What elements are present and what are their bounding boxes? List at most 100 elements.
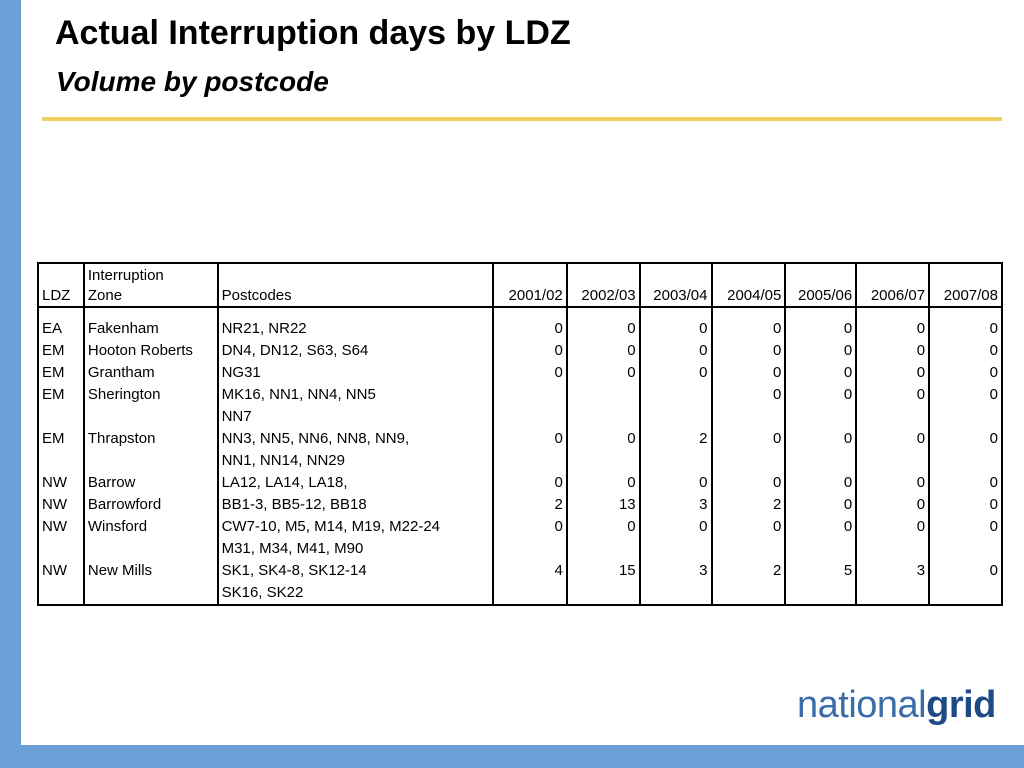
cell-value: 0 <box>565 362 641 384</box>
cell-value <box>710 406 787 428</box>
table-row: EM Grantham NG31 0 0 0 0 0 0 0 <box>37 362 1003 384</box>
cell-ldz: EA <box>37 318 85 340</box>
cell-value <box>855 582 931 605</box>
cell-postcodes: NN7 <box>216 406 494 428</box>
cell-value: 0 <box>855 472 931 494</box>
title-divider <box>42 117 1002 121</box>
cell-value: 2 <box>710 494 787 516</box>
cell-zone: Barrow <box>82 472 219 494</box>
cell-ldz: NW <box>37 472 85 494</box>
cell-value: 0 <box>784 340 858 362</box>
cell-value: 0 <box>855 494 931 516</box>
cell-value <box>855 450 931 472</box>
national-grid-logo: nationalgrid <box>797 684 996 726</box>
cell-postcodes: NR21, NR22 <box>216 318 494 340</box>
cell-value <box>784 538 858 560</box>
cell-value: 0 <box>710 472 787 494</box>
cell-value: 2 <box>710 560 787 582</box>
cell-postcodes: CW7-10, M5, M14, M19, M22-24 <box>216 516 494 538</box>
table-row: M31, M34, M41, M90 <box>37 538 1003 560</box>
cell-value <box>491 538 568 560</box>
cell-zone: Grantham <box>82 362 219 384</box>
cell-zone: Sherington <box>82 384 219 406</box>
cell-value: 0 <box>710 516 787 538</box>
cell-ldz: EM <box>37 384 85 406</box>
cell-postcodes: SK1, SK4-8, SK12-14 <box>216 560 494 582</box>
cell-value: 0 <box>491 472 568 494</box>
cell-value <box>491 384 568 406</box>
table-row: NW New Mills SK1, SK4-8, SK12-14 4 15 3 2 5 3 0 <box>37 560 1003 582</box>
cell-value <box>928 406 1003 428</box>
cell-value: 3 <box>638 494 713 516</box>
table-row: EA Fakenham NR21, NR22 0 0 0 0 0 0 0 <box>37 318 1003 340</box>
cell-value <box>491 582 568 605</box>
cell-value: 0 <box>565 472 641 494</box>
cell-value: 0 <box>491 362 568 384</box>
cell-value: 0 <box>784 428 858 450</box>
cell-value: 0 <box>491 318 568 340</box>
interruption-table: LDZ Interruption Zone Postcodes 2001/02 2… <box>37 262 1003 606</box>
table-row: NN7 <box>37 406 1003 428</box>
cell-value: 0 <box>491 340 568 362</box>
cell-value <box>710 582 787 605</box>
cell-value: 0 <box>855 384 931 406</box>
cell-value <box>565 450 641 472</box>
cell-value: 0 <box>710 318 787 340</box>
cell-value: 0 <box>710 362 787 384</box>
header-interruption-zone: Interruption Zone <box>82 263 219 308</box>
cell-value: 0 <box>710 384 787 406</box>
cell-value: 2 <box>491 494 568 516</box>
cell-zone: New Mills <box>82 560 219 582</box>
table-row: NN1, NN14, NN29 <box>37 450 1003 472</box>
cell-value <box>855 538 931 560</box>
cell-value: 0 <box>491 428 568 450</box>
cell-zone <box>82 582 219 605</box>
table-row: EM Thrapston NN3, NN5, NN6, NN8, NN9, 0 0 2 0 0… <box>37 428 1003 450</box>
cell-value: 0 <box>928 384 1003 406</box>
cell-postcodes: NN3, NN5, NN6, NN8, NN9, <box>216 428 494 450</box>
table-row: EM Hooton Roberts DN4, DN12, S63, S64 0 0 0 0 0… <box>37 340 1003 362</box>
cell-postcodes: NG31 <box>216 362 494 384</box>
cell-postcodes: DN4, DN12, S63, S64 <box>216 340 494 362</box>
cell-value: 0 <box>710 340 787 362</box>
cell-zone: Thrapston <box>82 428 219 450</box>
cell-value <box>638 582 713 605</box>
cell-value: 5 <box>784 560 858 582</box>
cell-value: 0 <box>710 428 787 450</box>
cell-zone: Hooton Roberts <box>82 340 219 362</box>
cell-zone <box>82 450 219 472</box>
cell-value <box>565 384 641 406</box>
cell-value: 0 <box>565 318 641 340</box>
table-row: NW Winsford CW7-10, M5, M14, M19, M22-24 0 0… <box>37 516 1003 538</box>
cell-value: 0 <box>565 428 641 450</box>
table-row: NW Barrow LA12, LA14, LA18, 0 0 0 0 0 0 0 <box>37 472 1003 494</box>
cell-zone <box>82 538 219 560</box>
cell-value <box>784 406 858 428</box>
bottom-accent-bar <box>0 745 1024 768</box>
cell-value: 0 <box>565 516 641 538</box>
cell-value: 0 <box>855 318 931 340</box>
cell-zone <box>82 406 219 428</box>
cell-value: 0 <box>928 472 1003 494</box>
cell-postcodes: LA12, LA14, LA18, <box>216 472 494 494</box>
cell-value <box>928 538 1003 560</box>
cell-ldz: NW <box>37 494 85 516</box>
cell-value: 0 <box>855 340 931 362</box>
cell-value <box>784 450 858 472</box>
cell-value <box>784 582 858 605</box>
cell-value: 0 <box>928 428 1003 450</box>
cell-value: 0 <box>491 516 568 538</box>
cell-ldz <box>37 582 85 605</box>
cell-ldz: NW <box>37 516 85 538</box>
cell-value: 0 <box>928 494 1003 516</box>
cell-ldz: EM <box>37 362 85 384</box>
cell-value <box>855 406 931 428</box>
cell-value: 0 <box>638 516 713 538</box>
cell-zone: Winsford <box>82 516 219 538</box>
table-header-row: LDZ Interruption Zone Postcodes 2001/02 2… <box>37 263 1003 308</box>
header-year: 2007/08 <box>928 263 1003 308</box>
header-year: 2002/03 <box>565 263 641 308</box>
cell-postcodes: NN1, NN14, NN29 <box>216 450 494 472</box>
cell-value: 0 <box>928 362 1003 384</box>
table-row: SK16, SK22 <box>37 582 1003 605</box>
